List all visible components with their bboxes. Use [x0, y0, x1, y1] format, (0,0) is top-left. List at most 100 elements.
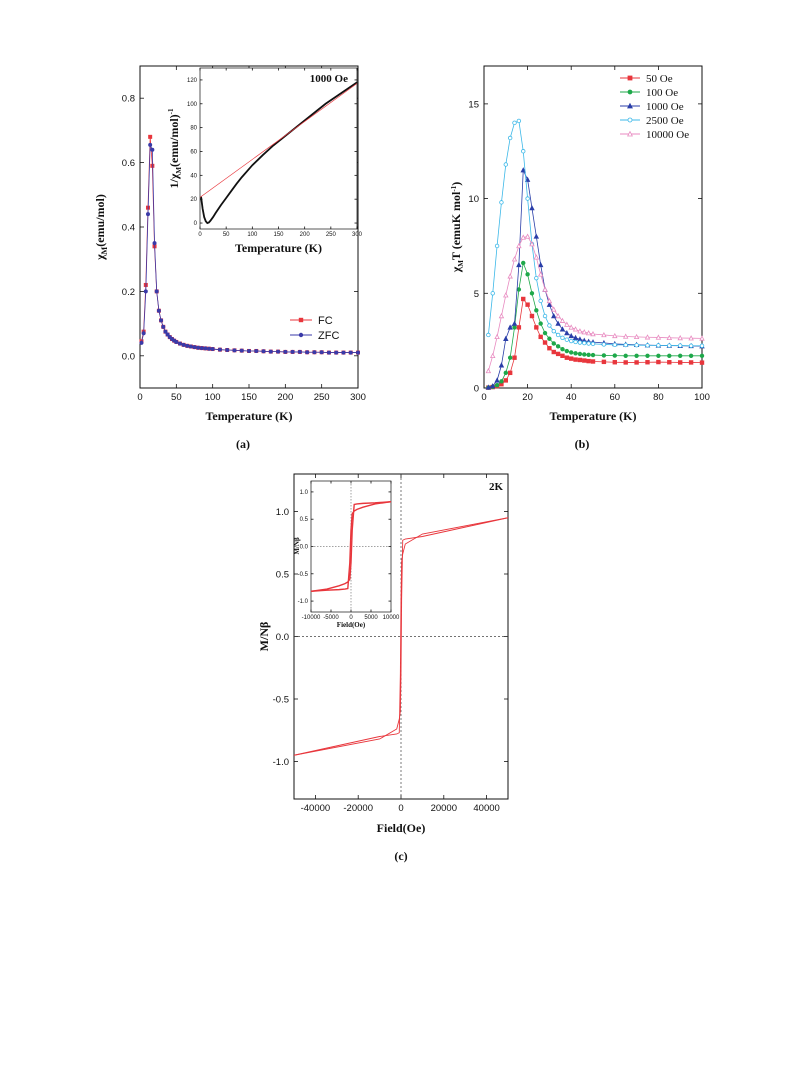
- panel-b-point-2500-oe: [534, 275, 539, 281]
- panel-b-xtick-label: 40: [566, 392, 577, 403]
- panel-c-inset-ytick-label: 0.0: [300, 545, 309, 551]
- panel-a-point-zfc: [225, 348, 230, 353]
- panel-a-point-zfc: [232, 348, 237, 353]
- panel-b-point-50-oe: [560, 353, 565, 358]
- panel-a-point-zfc: [268, 349, 273, 354]
- panel-a-inset-ytick-label: 100: [187, 102, 198, 108]
- panel-a-point-zfc: [196, 345, 201, 350]
- panel-b-point-10000-oe: [699, 335, 705, 341]
- panel-a-inset-xtick-label: 50: [223, 232, 230, 238]
- panel-b-point-2500-oe: [507, 135, 513, 141]
- panel-a-series-zfc: [139, 142, 360, 355]
- panel-b-point-2500-oe: [573, 339, 578, 345]
- panel-a-point-zfc: [163, 329, 168, 334]
- panel-a-inset-ytick-label: 60: [190, 149, 197, 155]
- panel-b-point-50-oe: [699, 360, 705, 365]
- panel-a-point-zfc: [239, 348, 244, 353]
- panel-b-point-2500-oe: [656, 343, 661, 348]
- panel-b-point-2500-oe: [490, 291, 495, 296]
- panel-b-ytick-label: 5: [474, 289, 479, 300]
- panel-c-caption: (c): [394, 849, 407, 863]
- panel-a-point-zfc: [254, 348, 259, 353]
- panel-b-point-1000-oe: [489, 383, 496, 389]
- panel-b-point-1000-oe: [568, 332, 574, 339]
- panel-b-point-50-oe: [612, 360, 617, 365]
- panel-a-point-zfc: [276, 349, 281, 354]
- panel-b-point-2500-oe: [688, 343, 694, 348]
- panel-a-inset-xtick-label: 150: [273, 232, 284, 238]
- panel-a-legend-label: ZFC: [318, 330, 339, 342]
- panel-a-point-fc: [148, 134, 153, 139]
- panel-b-point-50-oe: [678, 360, 683, 365]
- panel-b-point-50-oe: [582, 358, 587, 363]
- panel-b-point-10000-oe: [559, 317, 566, 323]
- panel-c-inset-xtick-label: 5000: [364, 615, 378, 621]
- panel-b-point-100-oe: [601, 353, 607, 358]
- panel-c-xtick-label: 40000: [473, 803, 499, 814]
- panel-a-ytick-label: 0.0: [122, 351, 135, 362]
- panel-a-point-zfc: [192, 345, 197, 350]
- panel-b-point-50-oe: [555, 351, 561, 357]
- panel-a-ytick-label: 0.6: [122, 158, 135, 169]
- panel-a-point-zfc: [161, 324, 166, 329]
- panel-b-point-10000-oe: [677, 334, 683, 341]
- panel-b-point-100-oe: [516, 287, 522, 292]
- panel-b-point-50-oe: [564, 355, 570, 360]
- panel-a-inset-fit: [199, 83, 358, 198]
- panel-b-series-50-oe: [486, 296, 705, 390]
- panel-b-point-2500-oe: [601, 342, 607, 347]
- panel-b-point-2500-oe: [560, 335, 565, 341]
- panel-b-point-1000-oe: [511, 320, 518, 326]
- panel-b-point-100-oe: [699, 353, 705, 358]
- panel-a-inset-xlabel: Temperature (K): [235, 241, 322, 255]
- panel-b-point-1000-oe: [498, 362, 505, 368]
- panel-b-point-1000-oe: [507, 324, 513, 330]
- panel-b-point-2500-oe: [564, 337, 570, 342]
- panel-a-point-zfc: [159, 318, 164, 323]
- panel-b-point-100-oe: [623, 353, 628, 358]
- panel-b-point-50-oe: [645, 360, 650, 365]
- panel-c-inset-xtick-label: 0: [349, 615, 353, 621]
- panel-a-inset-ytick-label: 80: [190, 126, 197, 132]
- panel-b-point-100-oe: [656, 353, 661, 358]
- panel-b-line-10000-oe: [487, 236, 703, 372]
- panel-a-point-zfc: [312, 350, 317, 355]
- panel-b-point-10000-oe: [601, 331, 607, 338]
- panel-c-inset-ascending: [310, 501, 392, 592]
- panel-b-point-10000-oe: [555, 313, 561, 319]
- panel-a-point-zfc: [261, 349, 266, 354]
- panel-b-point-10000-oe: [577, 328, 583, 334]
- panel-a-point-zfc: [341, 350, 346, 355]
- panel-b-point-100-oe: [555, 344, 561, 349]
- panel-a-point-zfc: [156, 308, 161, 313]
- panel-b-point-50-oe: [551, 349, 556, 355]
- panel-b-point-1000-oe: [529, 205, 535, 211]
- panel-a-xlabel: Temperature (K): [206, 409, 293, 423]
- panel-b-point-50-oe: [601, 359, 607, 365]
- panel-a-point-zfc: [150, 147, 155, 152]
- panel-b-point-1000-oe: [564, 330, 570, 336]
- panel-a-inset-ytick-label: 40: [190, 173, 197, 179]
- panel-a-legend-label: FC: [318, 315, 333, 327]
- panel-b-point-50-oe: [516, 325, 522, 330]
- panel-a-point-zfc: [355, 350, 360, 355]
- panel-b-xtick-label: 0: [481, 392, 486, 403]
- panel-b-series-2500-oe: [486, 118, 705, 348]
- panel-b-point-10000-oe: [520, 234, 526, 240]
- panel-a-point-zfc: [305, 350, 310, 355]
- panel-b-legend-label: 2500 Oe: [646, 115, 684, 127]
- panel-a-inset-ytick-label: 0: [194, 221, 198, 227]
- panel-c-ylabel: M/Nβ: [257, 622, 271, 652]
- panel-b-legend-label: 50 Oe: [646, 73, 673, 85]
- panel-c-inset-xlabel: Field(Oe): [337, 621, 366, 629]
- panel-a-point-zfc: [326, 350, 331, 355]
- panel-b-point-100-oe: [667, 353, 672, 358]
- panel-a-point-zfc: [334, 350, 339, 355]
- panel-b-xtick-label: 60: [610, 392, 621, 403]
- panel-a-inset-annotation: 1000 Oe: [310, 73, 348, 85]
- panel-b-point-10000-oe: [655, 334, 662, 340]
- panel-b-point-1000-oe: [555, 320, 561, 326]
- panel-a-inset-ytick-label: 120: [187, 78, 198, 84]
- panel-b-point-2500-oe: [521, 149, 526, 154]
